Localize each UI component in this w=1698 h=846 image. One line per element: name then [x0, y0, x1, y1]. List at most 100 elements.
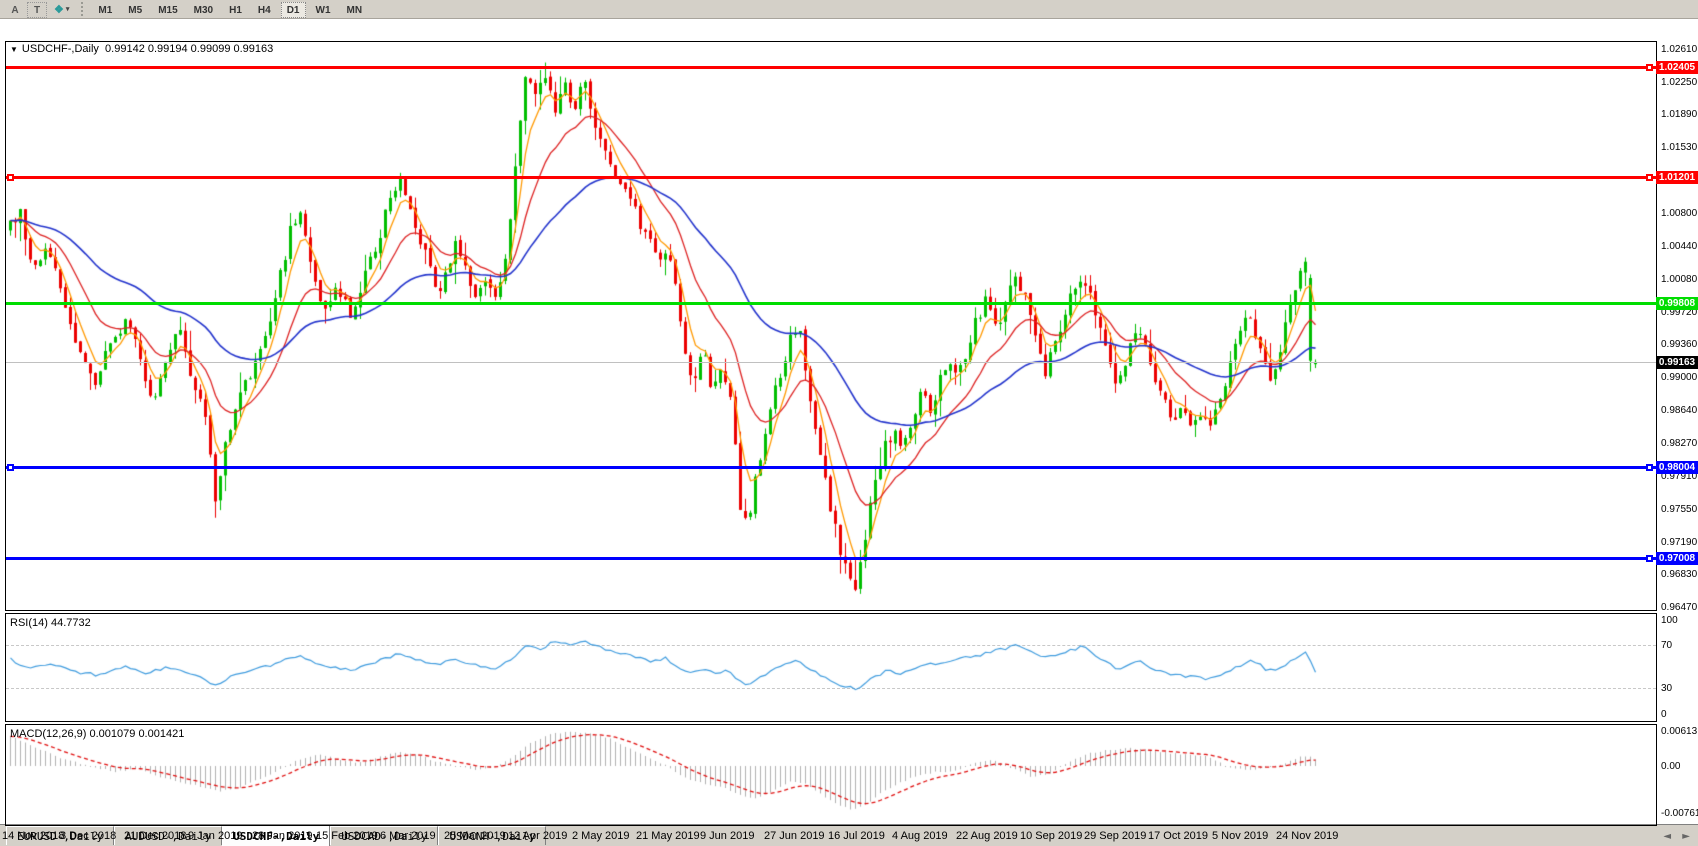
line-handle[interactable] — [1646, 464, 1653, 472]
x-axis-label: 4 Aug 2019 — [892, 830, 948, 842]
price-axis-label: 0.97550 — [1661, 503, 1698, 515]
text-tool-button[interactable]: T — [27, 2, 47, 19]
x-axis-label: 10 Sep 2019 — [1020, 830, 1083, 842]
rsi-value: 44.7732 — [50, 617, 91, 629]
rsi-axis-label: 70 — [1661, 640, 1673, 652]
line-handle[interactable] — [1646, 554, 1653, 562]
price-axis — [1657, 19, 1698, 824]
chart-ohlc-values: 0.99142 0.99194 0.99099 0.99163 — [105, 43, 274, 55]
x-axis-label: 21 May 2019 — [636, 830, 700, 842]
x-axis-label: 17 Oct 2019 — [1148, 830, 1208, 842]
price-axis-label: 0.96470 — [1661, 602, 1698, 613]
current-price-badge: 0.99163 — [1656, 355, 1698, 369]
toolbar: A T ❖ ▾ M1 M5 M15 M30 H1 H4 D1 W1 MN — [0, 0, 1698, 19]
price-axis-label: 1.02610 — [1661, 44, 1698, 55]
chart-window: ▼ USDCHF-,Daily 0.99142 0.99194 0.99099 0… — [0, 19, 1698, 842]
line-handle[interactable] — [1646, 173, 1653, 181]
macd-indicator-label: MACD(12,26,9) 0.001079 0.001421 — [10, 728, 185, 740]
x-axis-label: 3 Dec 2018 — [60, 830, 117, 842]
objects-tool-button[interactable]: ❖ ▾ — [54, 3, 70, 16]
timeframe-button-mn[interactable]: MN — [346, 4, 363, 16]
x-axis-label: 16 Jul 2019 — [828, 830, 885, 842]
rsi-axis-label: 100 — [1661, 615, 1678, 626]
macd-value: 0.001079 — [89, 728, 136, 740]
horizontal-level-line-1.02405[interactable] — [6, 66, 1656, 70]
toolbar-tools: A T ❖ ▾ — [4, 0, 75, 19]
timeframe-toolbar: M1 M5 M15 M30 H1 H4 D1 W1 MN — [90, 0, 370, 19]
x-axis-label: 5 Nov 2019 — [1212, 830, 1269, 842]
tabs-scroll-right-icon[interactable]: ► — [1682, 831, 1690, 842]
timeframe-button-w1[interactable]: W1 — [315, 4, 331, 16]
rsi-axis-label: 0 — [1661, 709, 1667, 720]
x-axis-label: 2 May 2019 — [572, 830, 630, 842]
tabs: EURUSD-,Daily AUDUSD-,Daily USDCHF-,Daily U… — [6, 824, 547, 846]
price-axis-label: 0.97910 — [1661, 471, 1698, 483]
line-handle[interactable] — [7, 173, 14, 181]
x-axis-label: 15 Feb 2019 — [316, 830, 378, 842]
tab-usdcad[interactable]: USDCAD-,Daily — [330, 826, 439, 845]
timeframe-button-m30[interactable]: M30 — [193, 4, 214, 16]
chart-symbol-label: USDCHF-,Daily — [21, 43, 99, 55]
price-level-badge: 1.01201 — [1656, 170, 1698, 184]
price-level-badge: 0.97008 — [1656, 551, 1698, 565]
current-price-line — [6, 362, 1656, 364]
cursor-a-button[interactable]: A — [11, 4, 19, 16]
x-axis-label: 9 Jan 2019 — [188, 830, 243, 842]
chart-tab-bar: EURUSD-,Daily AUDUSD-,Daily USDCHF-,Daily U… — [0, 824, 1698, 846]
x-axis-label: 29 Sep 2019 — [1084, 830, 1147, 842]
x-axis-label: 28 Jan 2019 — [252, 830, 313, 842]
x-axis-label: 25 Mar 2019 — [444, 830, 506, 842]
x-axis-label: 12 Apr 2019 — [508, 830, 568, 842]
dropdown-caret-icon: ▾ — [65, 6, 70, 14]
timeframe-button-m5[interactable]: M5 — [128, 4, 143, 16]
price-axis-label: 0.99360 — [1661, 339, 1698, 351]
horizontal-level-line-0.99808[interactable] — [6, 302, 1656, 306]
macd-axis-label: 0.00 — [1661, 761, 1681, 772]
price-level-badge: 1.02405 — [1656, 61, 1698, 75]
tab-eurusd[interactable]: EURUSD-,Daily — [6, 826, 115, 845]
price-axis-label: 1.01530 — [1661, 142, 1698, 154]
timeframe-button-m15[interactable]: M15 — [158, 4, 178, 16]
price-axis-label: 1.00080 — [1661, 273, 1698, 285]
price-axis-label: 1.01890 — [1661, 109, 1698, 121]
price-axis-label: 0.99720 — [1661, 306, 1698, 318]
macd-axis-label: 0.00613 — [1661, 726, 1698, 737]
rsi-indicator-label: RSI(14) 44.7732 — [10, 617, 91, 629]
x-axis-label: 14 Nov 2018 — [2, 830, 65, 842]
tab-usdcnh[interactable]: USDCNH-,Daily — [438, 826, 547, 845]
tab-usdchf[interactable]: USDCHF-,Daily — [222, 825, 331, 846]
tabs-scroll-left-icon[interactable]: ◄ — [1663, 831, 1672, 842]
price-axis-label: 0.97190 — [1661, 536, 1698, 548]
macd-signal-value: 0.001421 — [138, 728, 185, 740]
tab-scroll-buttons: ◄ ► — [1655, 831, 1690, 842]
timeframe-button-d1[interactable]: D1 — [280, 2, 306, 19]
toolbar-grip[interactable] — [81, 2, 86, 16]
price-axis-label: 0.96830 — [1661, 569, 1698, 581]
x-axis-label: 6 Mar 2019 — [380, 830, 436, 842]
line-handle[interactable] — [1646, 64, 1653, 72]
x-axis-label: 27 Jun 2019 — [764, 830, 825, 842]
macd-axis-label: -0.00761 — [1661, 807, 1698, 819]
price-axis-label: 1.02250 — [1661, 76, 1698, 88]
price-axis-label: 0.99000 — [1661, 372, 1698, 384]
rsi-axis-label: 30 — [1661, 683, 1673, 695]
timeframe-button-m1[interactable]: M1 — [98, 4, 113, 16]
line-handle[interactable] — [7, 464, 14, 472]
timeframe-button-h1[interactable]: H1 — [229, 4, 242, 16]
horizontal-level-line-1.01201[interactable] — [6, 175, 1656, 179]
price-axis-label: 1.00800 — [1661, 208, 1698, 220]
price-level-badge: 0.98004 — [1656, 461, 1698, 475]
price-level-badge: 0.99808 — [1656, 297, 1698, 311]
x-axis-label: 21 Dec 2018 — [124, 830, 187, 842]
chart-collapse-icon[interactable]: ▼ — [10, 45, 18, 54]
x-axis-label: 22 Aug 2019 — [956, 830, 1018, 842]
x-axis-label: 24 Nov 2019 — [1276, 830, 1339, 842]
timeframe-button-h4[interactable]: H4 — [257, 4, 271, 16]
horizontal-level-line-0.98004[interactable] — [6, 466, 1656, 470]
horizontal-level-line-0.97008[interactable] — [6, 556, 1656, 560]
chart-title: ▼ USDCHF-,Daily 0.99142 0.99194 0.99099 0… — [10, 43, 273, 55]
price-chart-canvas[interactable] — [0, 19, 1698, 824]
tab-audusd[interactable]: AUDUSD-,Daily — [114, 826, 223, 845]
price-axis-label: 0.98270 — [1661, 438, 1698, 450]
